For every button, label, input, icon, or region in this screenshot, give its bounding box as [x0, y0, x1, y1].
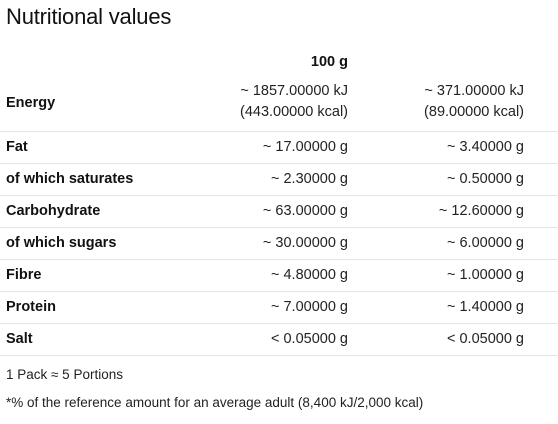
value-portion: ~ 6.00000 g [446, 235, 524, 251]
value-100g: ~ 63.00000 g [262, 203, 348, 219]
row-label: Fibre [6, 267, 42, 283]
row-label: Protein [6, 299, 56, 315]
table-row-protein: Protein ~ 7.00000 g ~ 1.40000 g [0, 292, 558, 324]
value-100g: ~ 30.00000 g [262, 235, 348, 251]
row-label: Fat [6, 139, 28, 155]
table-row-salt: Salt < 0.05000 g < 0.05000 g [0, 324, 558, 356]
energy-kj-100g: ~ 1857.00000 kJ [240, 83, 348, 99]
table-row-carbohydrate: Carbohydrate ~ 63.00000 g ~ 12.60000 g [0, 196, 558, 228]
value-100g: ~ 2.30000 g [270, 171, 348, 187]
value-100g: ~ 17.00000 g [262, 139, 348, 155]
table-row-sugars: of which sugars ~ 30.00000 g ~ 6.00000 g [0, 228, 558, 260]
row-label: of which saturates [6, 171, 134, 187]
value-portion: ~ 3.40000 g [446, 139, 524, 155]
value-100g: ~ 7.00000 g [270, 299, 348, 315]
value-portion: ~ 1.40000 g [446, 299, 524, 315]
value-portion: < 0.05000 g [446, 331, 524, 347]
table-row-fibre: Fibre ~ 4.80000 g ~ 1.00000 g [0, 260, 558, 292]
table-row-fat: Fat ~ 17.00000 g ~ 3.40000 g [0, 132, 558, 164]
energy-kcal-100g: (443.00000 kcal) [239, 104, 348, 120]
row-label: Energy [6, 95, 56, 111]
energy-value-portion: ~ 371.00000 kJ (89.00000 kcal) [424, 81, 524, 123]
value-portion: ~ 12.60000 g [438, 203, 524, 219]
row-label: Salt [6, 331, 33, 347]
page-title: Nutritional values [6, 4, 172, 29]
table-row-saturates: of which saturates ~ 2.30000 g ~ 0.50000… [0, 164, 558, 196]
table-row-energy: Energy ~ 1857.00000 kJ (443.00000 kcal) … [0, 76, 558, 132]
portions-note: 1 Pack ≈ 5 Portions [6, 367, 123, 382]
value-portion: ~ 0.50000 g [446, 171, 524, 187]
reference-note: *% of the reference amount for an averag… [6, 395, 424, 410]
value-100g: ~ 4.80000 g [270, 267, 348, 283]
value-portion: ~ 1.00000 g [446, 267, 524, 283]
row-label: Carbohydrate [6, 203, 101, 219]
energy-kcal-portion: (89.00000 kcal) [424, 104, 524, 120]
nutrition-table: Energy ~ 1857.00000 kJ (443.00000 kcal) … [0, 76, 558, 356]
energy-value-100g: ~ 1857.00000 kJ (443.00000 kcal) [240, 81, 348, 123]
value-100g: < 0.05000 g [270, 331, 348, 347]
energy-kj-portion: ~ 371.00000 kJ [424, 83, 524, 99]
column-header-100g: 100 g [310, 54, 348, 70]
row-label: of which sugars [6, 235, 117, 251]
